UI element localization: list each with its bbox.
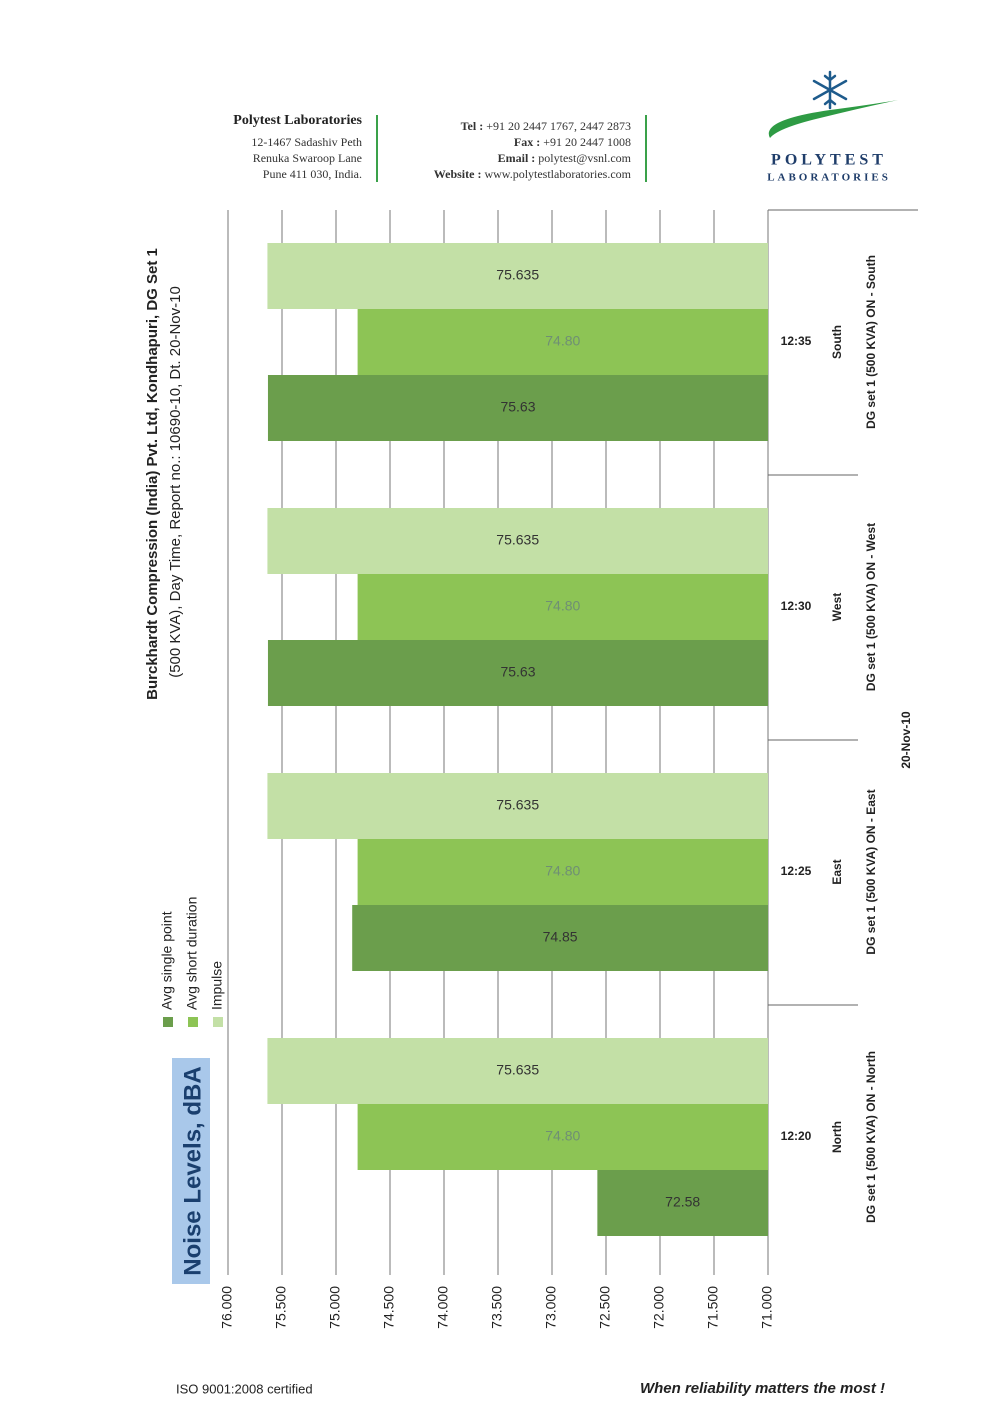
x-tick-label: 72.000 (651, 1286, 667, 1329)
bar (357, 309, 768, 375)
data-label: 74.85 (543, 929, 578, 945)
legend-label: Impulse (209, 961, 225, 1010)
x-tick-label: 76.000 (219, 1286, 235, 1329)
x-tick-label: 74.000 (435, 1286, 451, 1329)
x-tick-label: 73.000 (543, 1286, 559, 1329)
data-label: 74.80 (545, 598, 580, 614)
legend-label: Avg single point (159, 911, 175, 1010)
chart-title: Burckhardt Compression (India) Pvt. Ltd,… (144, 248, 161, 700)
bar (267, 243, 768, 309)
contact-label: Website : (434, 167, 482, 181)
address-line: Pune 411 030, India. (263, 167, 362, 181)
contact-label: Fax : (514, 135, 540, 149)
contact-value: polytest@vsnl.com (538, 151, 631, 165)
bar (352, 905, 768, 971)
contact-label: Email : (498, 151, 536, 165)
legend-label: Avg short duration (184, 897, 200, 1010)
bar (267, 773, 768, 839)
contact-label: Tel : (461, 119, 484, 133)
bar (267, 508, 768, 574)
data-label: 74.80 (545, 1128, 580, 1144)
data-label: 75.635 (496, 267, 539, 283)
bar (597, 1170, 768, 1236)
legend-swatch (213, 1017, 223, 1027)
data-label: 75.63 (500, 399, 535, 415)
x-tick-label: 75.500 (273, 1286, 289, 1329)
bar (267, 1038, 768, 1104)
x-tick-label: 71.500 (705, 1286, 721, 1329)
time-label: 12:20 (781, 1129, 812, 1143)
value-axis-label: Noise Levels, dBA (179, 1066, 206, 1275)
legend-swatch (163, 1017, 173, 1027)
bar (357, 1104, 768, 1170)
x-tick-label: 71.000 (759, 1286, 775, 1329)
contact-value: +91 20 2447 1008 (543, 135, 631, 149)
contact-line: Website : www.polytestlaboratories.com (434, 167, 632, 181)
group-label: DG set 1 (500 KVA) ON - East (864, 789, 878, 954)
contact-value: www.polytestlaboratories.com (484, 167, 631, 181)
axis-label-box (172, 1058, 210, 1284)
time-label: 12:30 (781, 599, 812, 613)
data-label: 74.80 (545, 863, 580, 879)
logo-swoosh (768, 100, 898, 138)
footer-right: When reliability matters the most ! (640, 1380, 885, 1397)
data-label: 72.58 (665, 1194, 700, 1210)
time-label: 12:25 (781, 864, 812, 878)
data-label: 75.635 (496, 1062, 539, 1078)
contact-line: Tel : +91 20 2447 1767, 2447 2873 (461, 119, 631, 133)
logo-name: POLYTEST (771, 152, 887, 169)
date-label: 20-Nov-10 (899, 711, 913, 769)
contact-line: Fax : +91 20 2447 1008 (514, 135, 631, 149)
bar (267, 375, 768, 441)
x-tick-label: 74.500 (381, 1286, 397, 1329)
logo-sub: LABORATORIES (767, 172, 891, 184)
group-label: DG set 1 (500 KVA) ON - West (864, 523, 878, 691)
address-line: Renuka Swaroop Lane (253, 151, 362, 165)
bar (357, 574, 768, 640)
group-label: DG set 1 (500 KVA) ON - North (864, 1051, 878, 1223)
category-label: South (830, 325, 844, 359)
x-tick-label: 72.500 (597, 1286, 613, 1329)
address-line: 12-1467 Sadashiv Peth (251, 135, 362, 149)
contact-value: +91 20 2447 1767, 2447 2873 (486, 119, 631, 133)
data-label: 75.635 (496, 532, 539, 548)
group-label: DG set 1 (500 KVA) ON - South (864, 255, 878, 429)
category-label: North (830, 1121, 844, 1153)
data-label: 75.63 (500, 664, 535, 680)
footer-left: ISO 9001:2008 certified (176, 1381, 313, 1396)
contact-line: Email : polytest@vsnl.com (498, 151, 632, 165)
data-label: 75.635 (496, 797, 539, 813)
x-tick-label: 73.500 (489, 1286, 505, 1329)
company-name: Polytest Laboratories (233, 113, 362, 128)
legend-swatch (188, 1017, 198, 1027)
x-tick-label: 75.000 (327, 1286, 343, 1329)
data-label: 74.80 (545, 333, 580, 349)
bar (267, 640, 768, 706)
chart-subtitle: (500 KVA), Day Time, Report no.: 10690-1… (167, 286, 184, 678)
category-label: East (830, 859, 844, 884)
contacts: Tel : +91 20 2447 1767, 2447 2873 Fax : +… (434, 119, 632, 181)
logo (812, 70, 848, 110)
bar (357, 839, 768, 905)
time-label: 12:35 (781, 334, 812, 348)
category-label: West (830, 593, 844, 621)
